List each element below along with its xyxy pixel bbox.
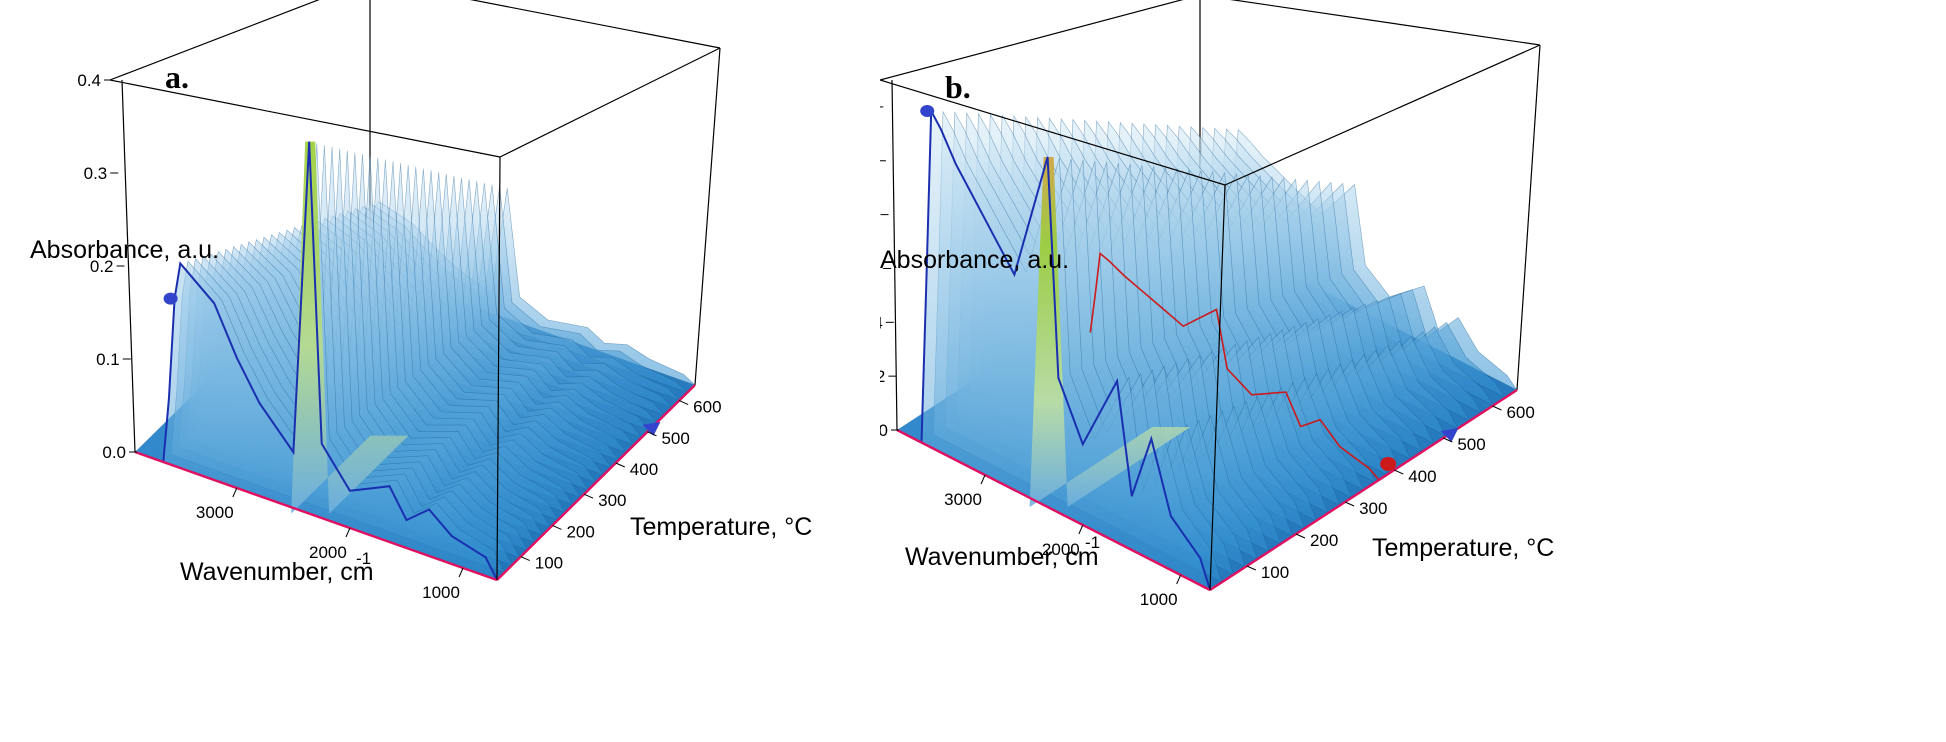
y-tick-label: 400: [630, 460, 658, 479]
marker-start: [920, 104, 935, 117]
x-tick-mark: [232, 487, 238, 498]
chart-panel-a: 0.0 0.1 0.2 0.3 0.4 3000 2000 1000 100 200 300 400 5…: [30, 0, 812, 602]
z-tick-label: 0.1: [96, 350, 120, 369]
y-tick-label: 600: [1506, 403, 1534, 422]
y-tick-mark: [1393, 469, 1404, 475]
y-tick-label: 300: [598, 491, 626, 510]
z-axis-line: [891, 79, 898, 431]
y-tick-label: 200: [566, 522, 594, 541]
series-trace-secondary: [1089, 251, 1380, 481]
y-tick-mark: [1443, 437, 1453, 443]
x-tick-mark: [980, 474, 986, 485]
y-tick-mark: [1344, 501, 1355, 507]
x-tick-mark: [1078, 524, 1084, 535]
box-front-vertical-edge: [1209, 184, 1226, 591]
y-tick-label: 100: [1261, 563, 1289, 582]
x-tick-mark: [1176, 574, 1182, 585]
y-tick-mark: [520, 556, 530, 562]
y-tick-mark: [647, 431, 657, 437]
z-tick-label: 0.2: [90, 257, 114, 276]
series-trace-front: [920, 107, 1211, 591]
y-tick-label: 400: [1408, 467, 1436, 486]
z-tick-label: 0.3: [84, 164, 108, 183]
x-tick-label: 1000: [1140, 590, 1178, 609]
surface-peak: [1029, 157, 1191, 507]
surface-plot-b: 0.000.020.040.060.080.100.12300020001000…: [880, 0, 1554, 609]
box-right-top-edge: [499, 47, 721, 158]
z-axis-title: Absorbance, a.u.: [30, 236, 219, 264]
y-tick-mark: [678, 400, 689, 406]
y-tick-label: 100: [535, 554, 563, 573]
y-axis-title: Temperature, °C: [630, 513, 812, 541]
panel-label: b.: [945, 69, 971, 105]
y-tick-label: 500: [1457, 435, 1485, 454]
y-tick-label: 600: [693, 398, 721, 417]
surface-plot-a: 0.0 0.1 0.2 0.3 0.4 3000 2000 1000 1002003004005…: [30, 0, 812, 602]
marker-temperature: [1440, 428, 1459, 442]
baseline-front: [896, 428, 1211, 592]
z-tick-label: 0.00: [880, 421, 888, 440]
z-tick-label: 0.04: [880, 313, 883, 332]
z-axis-line: [121, 79, 136, 453]
baseline-front: [134, 450, 498, 582]
box-right-top-edge: [1224, 44, 1541, 186]
y-tick-mark: [615, 462, 626, 468]
x-tick-label: 3000: [944, 490, 982, 509]
box-back-top-edges: [109, 0, 721, 81]
y-tick-mark: [1295, 533, 1306, 539]
box-front-vertical-edge: [496, 156, 501, 581]
z-tick-label: 0.0: [102, 443, 126, 462]
x-tick-mark: [345, 527, 351, 538]
y-tick-label: 300: [1359, 499, 1387, 518]
y-tick-label: 200: [1310, 531, 1338, 550]
x-axis-title: Wavenumber, cm: [905, 543, 1099, 571]
z-tick-label: 0.4: [77, 71, 101, 90]
marker-start: [163, 292, 178, 305]
box-right-back-edge: [1516, 44, 1541, 391]
panel-label: a.: [165, 59, 189, 95]
box-front-top-edge: [880, 79, 1226, 186]
x-axis-title: Wavenumber, cm: [180, 558, 374, 586]
y-tick-mark: [1246, 565, 1257, 571]
y-tick-label: 500: [661, 429, 689, 448]
y-tick-mark: [1492, 405, 1502, 411]
x-tick-label: 3000: [196, 503, 234, 522]
x-tick-label: 1000: [422, 583, 460, 602]
marker-temperature: [642, 421, 661, 436]
y-axis-title: Temperature, °C: [1372, 534, 1554, 562]
x-tick-mark: [458, 567, 464, 578]
box-front-top-edge: [109, 79, 501, 158]
marker-red: [1380, 457, 1397, 471]
x-tick-label: 2000: [309, 543, 347, 562]
baseline-side: [496, 384, 696, 581]
y-tick-mark: [552, 524, 562, 530]
y-tick-mark: [583, 493, 594, 499]
series-trace-front: [162, 141, 498, 581]
box-back-top-edges: [880, 0, 1541, 81]
x-axis-title-superscript: -1: [1085, 533, 1100, 552]
z-axis-title: Absorbance, a.u.: [880, 246, 1069, 274]
baseline-side: [1209, 388, 1518, 592]
chart-panel-b: 0.000.020.040.060.080.100.12300020001000…: [880, 0, 1946, 742]
box-right-back-edge: [694, 47, 721, 386]
x-tick-label: 2000: [1042, 540, 1080, 559]
z-tick-label: 0.02: [880, 367, 885, 386]
x-axis-title-superscript: -1: [356, 549, 371, 568]
